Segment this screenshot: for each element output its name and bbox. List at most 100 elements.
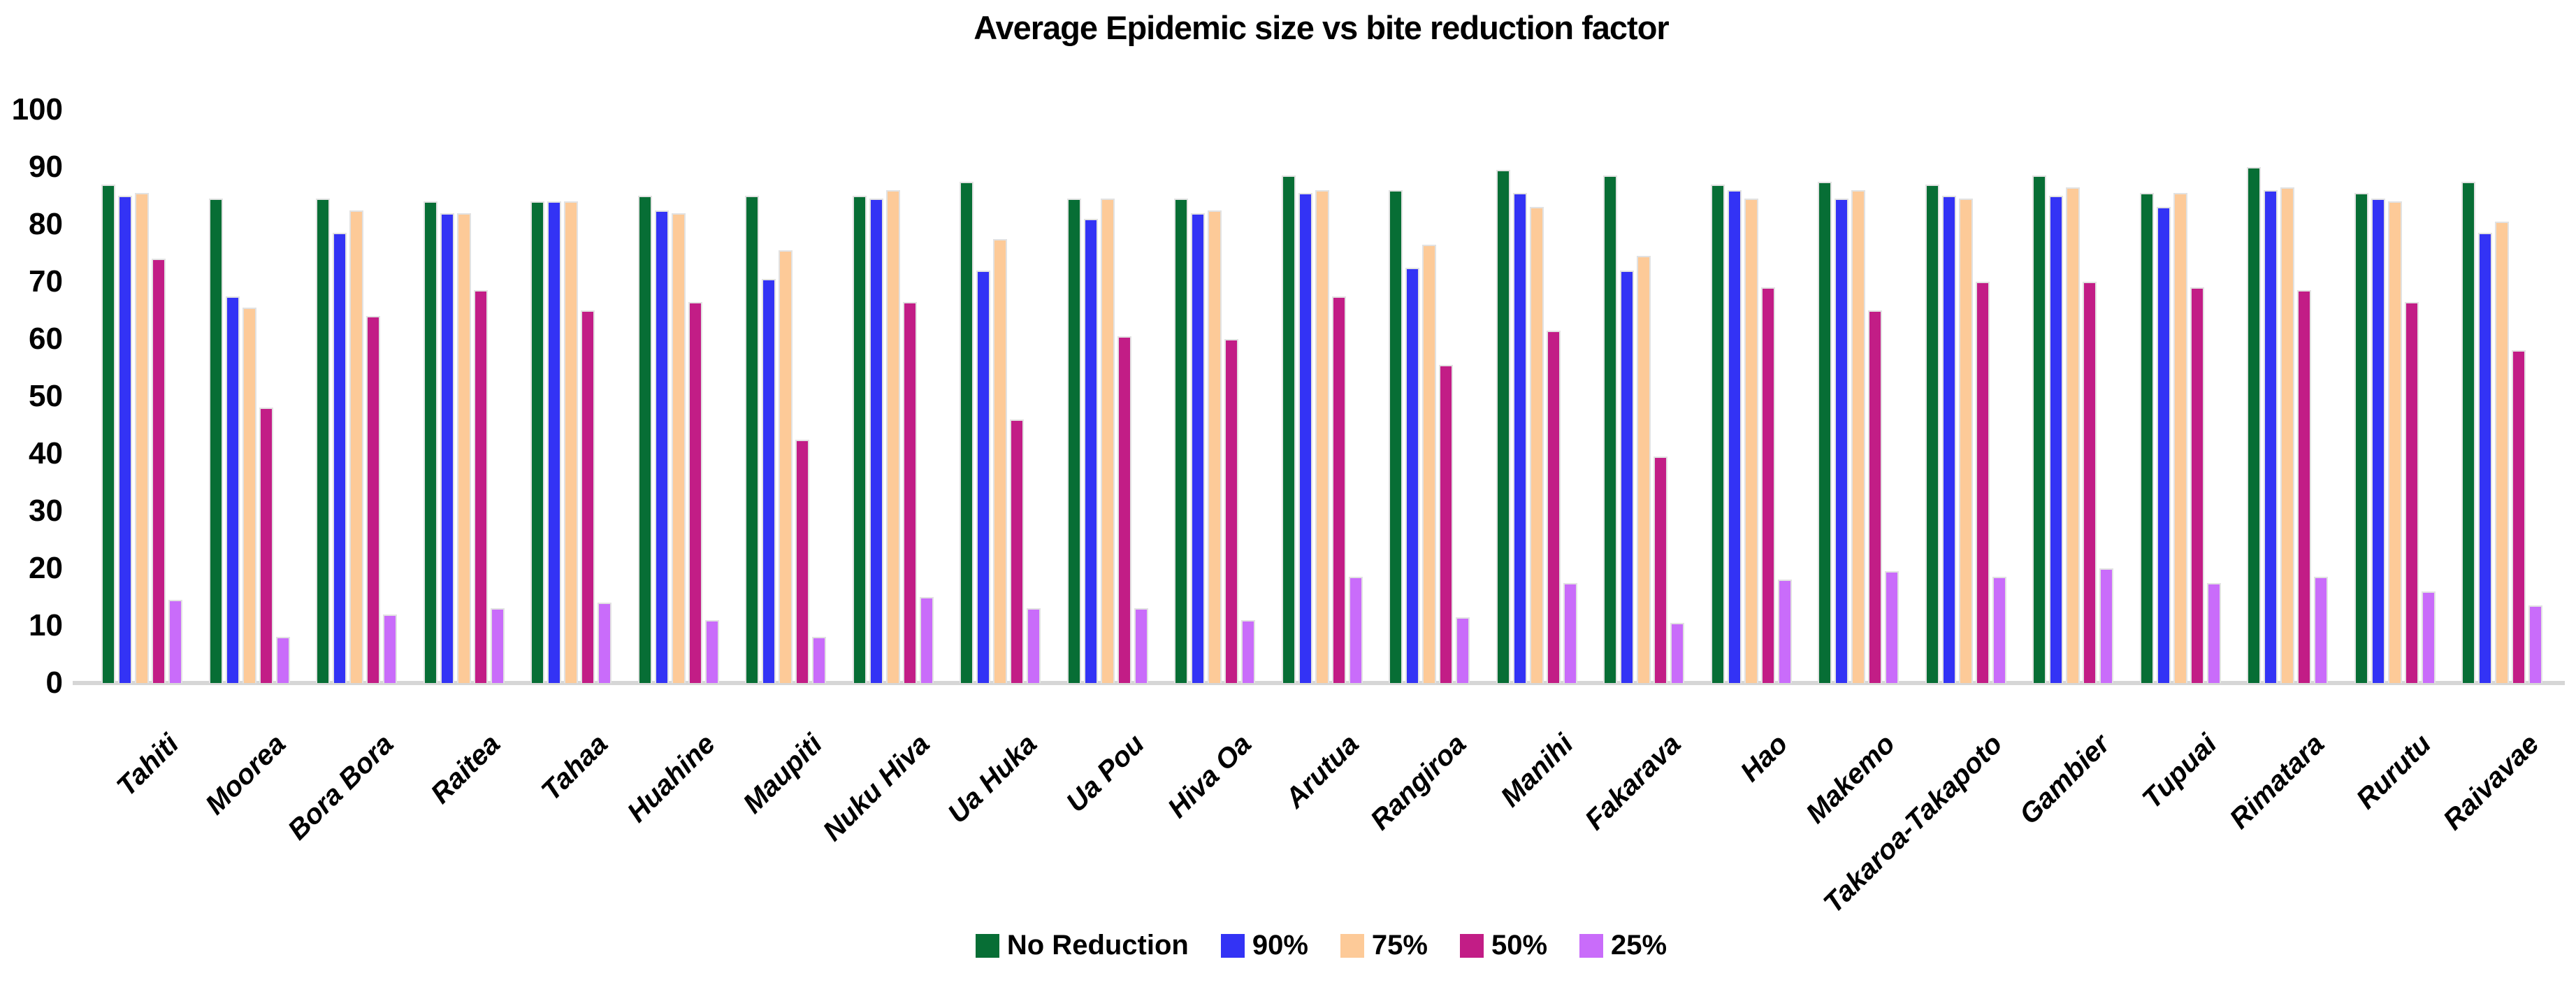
bar-group-hao: [1710, 110, 1792, 683]
bar-50-: [1010, 419, 1024, 683]
bar-50-: [795, 439, 809, 683]
bar-75-: [349, 210, 363, 683]
x-axis-label: Raitea: [425, 728, 507, 810]
bar-no-reduction: [1281, 175, 1296, 683]
legend-item: No Reduction: [975, 930, 1189, 961]
legend-label: 50%: [1491, 930, 1548, 961]
bar-no-reduction: [1496, 170, 1510, 683]
y-tick-label: 30: [29, 494, 63, 528]
bar-75-: [1208, 210, 1222, 683]
x-axis-label: Raivavae: [2437, 728, 2545, 836]
bar-90-: [762, 278, 776, 683]
bar-50-: [152, 259, 166, 683]
bar-50-: [2083, 282, 2097, 683]
bar-90-: [869, 199, 883, 683]
bar-75-: [2280, 187, 2294, 683]
chart-title: Average Epidemic size vs bite reduction …: [974, 9, 1669, 46]
bar-group-takaroa-takapoto: [1925, 110, 2006, 683]
bar-25-: [490, 608, 505, 683]
bar-90-: [1941, 196, 1956, 683]
bar-no-reduction: [1818, 181, 1832, 683]
bar-group-fakarava: [1603, 110, 1684, 683]
legend-swatch-icon: [1579, 933, 1604, 958]
bar-50-: [1760, 287, 1775, 683]
bar-25-: [2421, 591, 2436, 683]
bar-90-: [2049, 196, 2063, 683]
x-axis-label: Gambier: [2013, 728, 2116, 831]
bar-90-: [1405, 267, 1419, 683]
y-tick-label: 20: [29, 551, 63, 585]
x-axis-label: Makemo: [1800, 728, 1902, 830]
bar-no-reduction: [1710, 184, 1725, 683]
bar-no-reduction: [2461, 181, 2475, 683]
bar-no-reduction: [316, 199, 330, 683]
bar-50-: [902, 301, 917, 683]
bar-90-: [2156, 207, 2171, 683]
legend: No Reduction 90% 75% 50% 25%: [66, 930, 2576, 961]
bar-75-: [1958, 199, 1973, 683]
bar-group-rangiroa: [1389, 110, 1470, 683]
legend-swatch-icon: [975, 933, 999, 958]
x-axis-line: [73, 681, 2565, 685]
bar-90-: [1512, 192, 1527, 683]
bar-50-: [1654, 457, 1667, 683]
bar-group-hiva-oa: [1174, 110, 1255, 683]
bar-group-rurutu: [2354, 110, 2436, 683]
bar-75-: [993, 238, 1007, 683]
bar-25-: [2099, 568, 2113, 683]
y-tick-label: 50: [29, 379, 63, 413]
legend-swatch-icon: [1459, 933, 1484, 958]
bar-no-reduction: [2247, 167, 2261, 683]
bar-50-: [2190, 287, 2204, 683]
legend-swatch-icon: [1220, 933, 1245, 958]
bar-25-: [2206, 582, 2221, 683]
bar-75-: [1100, 199, 1115, 683]
y-tick-label: 80: [29, 207, 63, 241]
x-axis-labels: Tahiti Moorea Bora Bora Raitea Tahaa Huahine M…: [111, 728, 2545, 919]
bar-group-moorea: [208, 110, 290, 683]
bar-50-: [259, 408, 273, 683]
legend-item: 25%: [1579, 930, 1667, 961]
bar-75-: [779, 250, 793, 683]
bar-25-: [1885, 571, 1899, 683]
bar-no-reduction: [2354, 192, 2368, 683]
bar-90-: [654, 210, 669, 683]
bar-group-tupuai: [2139, 110, 2221, 683]
bar-90-: [2371, 199, 2385, 683]
legend-label: No Reduction: [1006, 930, 1189, 961]
bar-75-: [2387, 201, 2402, 683]
bar-no-reduction: [852, 196, 867, 683]
bar-group-bora-bora: [316, 110, 397, 683]
legend-label: 75%: [1371, 930, 1428, 961]
legend-item: 75%: [1340, 930, 1428, 961]
bar-50-: [1331, 296, 1346, 683]
bar-50-: [581, 310, 595, 683]
bar-75-: [1529, 207, 1544, 683]
legend-item: 90%: [1220, 930, 1308, 961]
bar-group-raitea: [423, 110, 505, 683]
bar-25-: [275, 637, 290, 683]
bar-25-: [1563, 582, 1577, 683]
bar-no-reduction: [1603, 175, 1617, 683]
bar-50-: [1975, 282, 1990, 683]
bar-75-: [135, 192, 149, 683]
bar-75-: [2066, 187, 2080, 683]
x-axis-label: Huahine: [621, 728, 721, 828]
x-axis-label: Takaroa-Takapoto: [1817, 728, 2009, 919]
bar-no-reduction: [423, 201, 437, 683]
bar-90-: [976, 270, 990, 683]
bar-no-reduction: [2139, 192, 2154, 683]
y-tick-label: 100: [11, 92, 63, 127]
x-axis-label: Manihi: [1494, 728, 1579, 813]
bar-25-: [383, 614, 397, 683]
bar-25-: [704, 619, 719, 683]
bar-50-: [2297, 290, 2311, 683]
bar-no-reduction: [1389, 189, 1403, 683]
bar-25-: [168, 600, 182, 683]
bar-25-: [1027, 608, 1041, 683]
bar-25-: [1134, 608, 1148, 683]
x-axis-label: Moorea: [199, 728, 292, 821]
y-tick-label: 60: [29, 322, 63, 356]
bar-90-: [2478, 233, 2492, 683]
